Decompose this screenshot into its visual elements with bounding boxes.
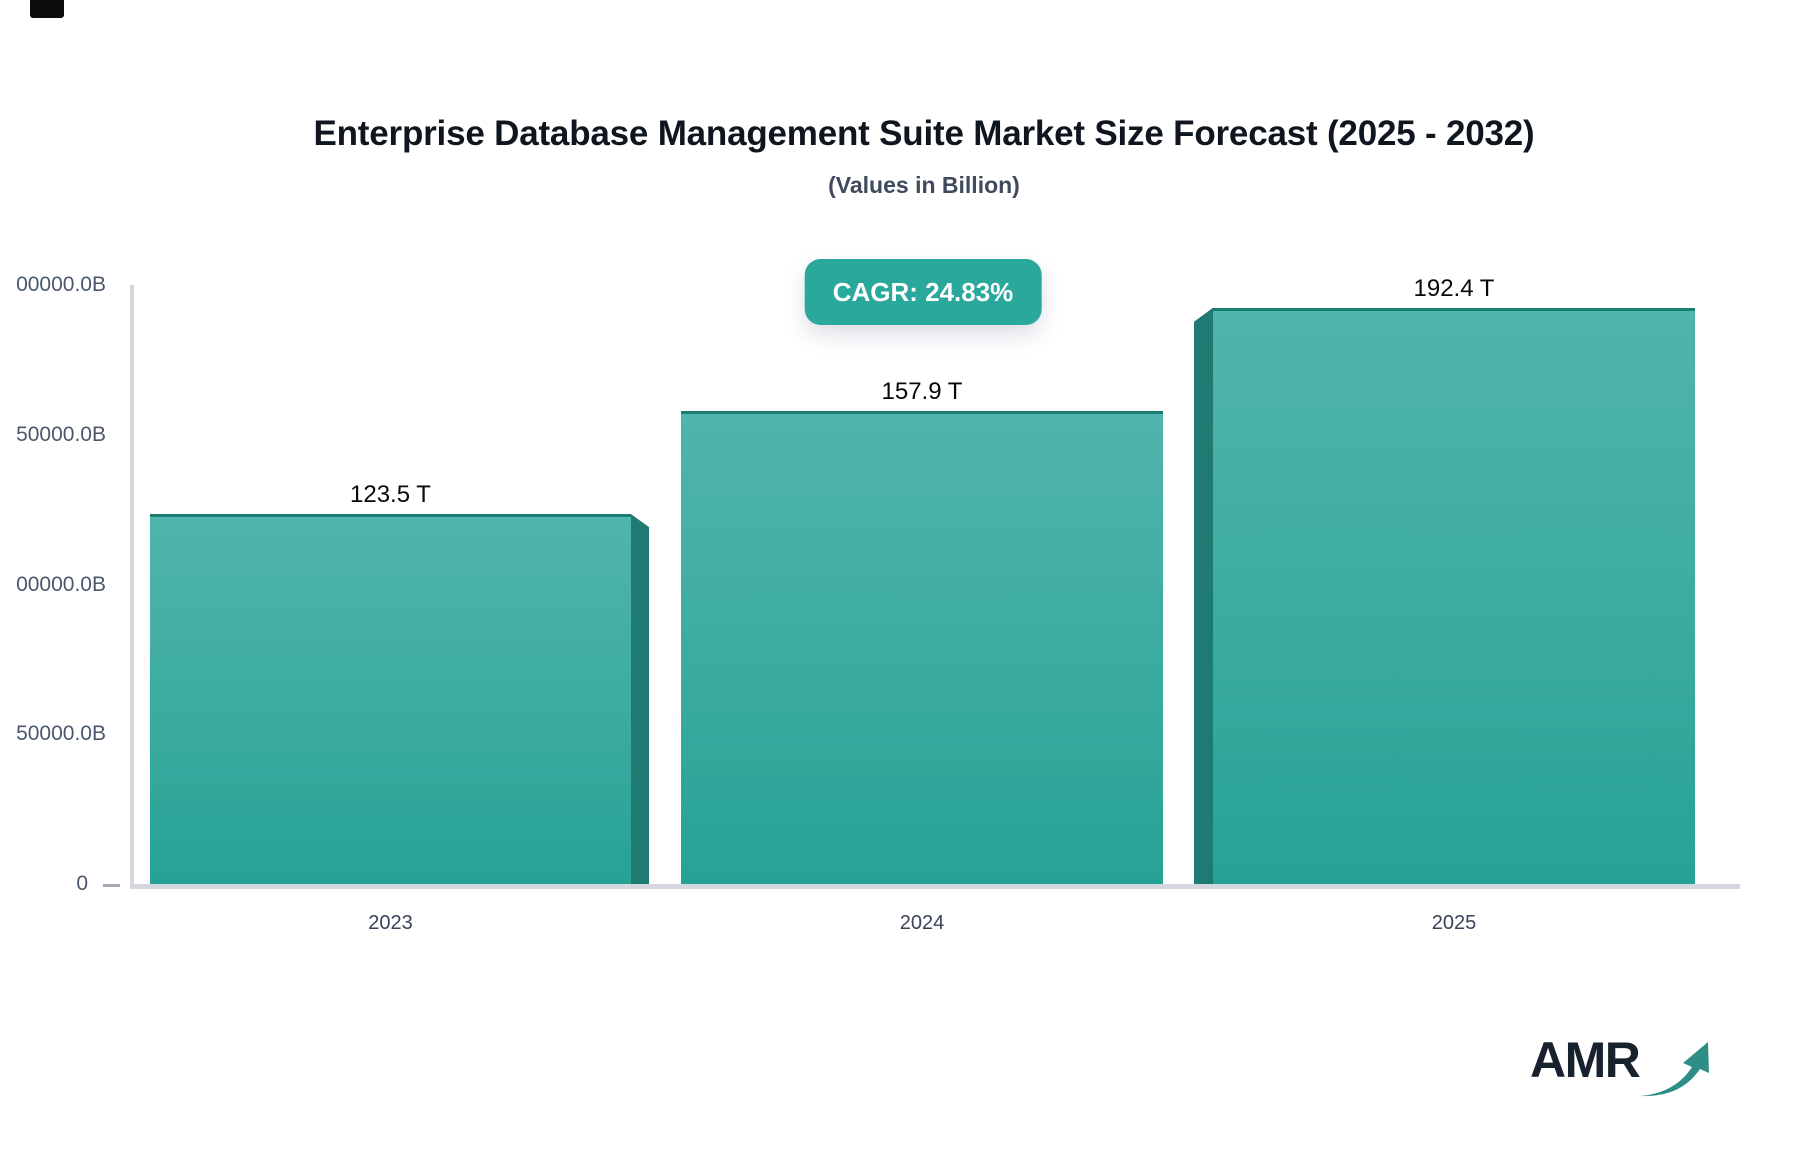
x-axis-line [130,884,1740,889]
y-axis-tick-label: 50000.0B [16,722,106,746]
bar-2025 [1213,307,1695,884]
amr-logo: AMR [1530,1032,1710,1102]
zero-tick-mark [103,884,120,887]
cagr-badge: CAGR: 24.83% [804,259,1042,325]
x-axis-label: 2025 [1431,912,1477,934]
bar-2023 [150,514,631,884]
bar-value-label: 192.4 T [1413,274,1495,302]
y-axis-tick-label: 00000.0B [16,572,106,596]
x-axis-label: 2024 [899,912,945,934]
bar-2024 [681,411,1163,884]
bar-3d-side [631,514,649,884]
y-axis-line [130,285,134,889]
y-axis-tick-label: 0 [76,872,88,895]
bar-value-label: 123.5 T [350,481,431,509]
amr-logo-text: AMR [1530,1032,1641,1088]
amr-logo-arrow-icon [1640,1042,1709,1097]
y-axis-tick-label: 50000.0B [16,422,106,446]
bar-3d-side [1194,307,1213,884]
chart-subtitle: (Values in Billion) [828,172,1020,198]
chart-title: Enterprise Database Management Suite Mar… [313,114,1535,153]
bar-value-label: 157.9 T [881,378,963,406]
y-axis-tick-label: 00000.0B [16,273,106,296]
screen-corner-artifact [30,0,64,18]
x-axis-label: 2023 [368,912,413,934]
